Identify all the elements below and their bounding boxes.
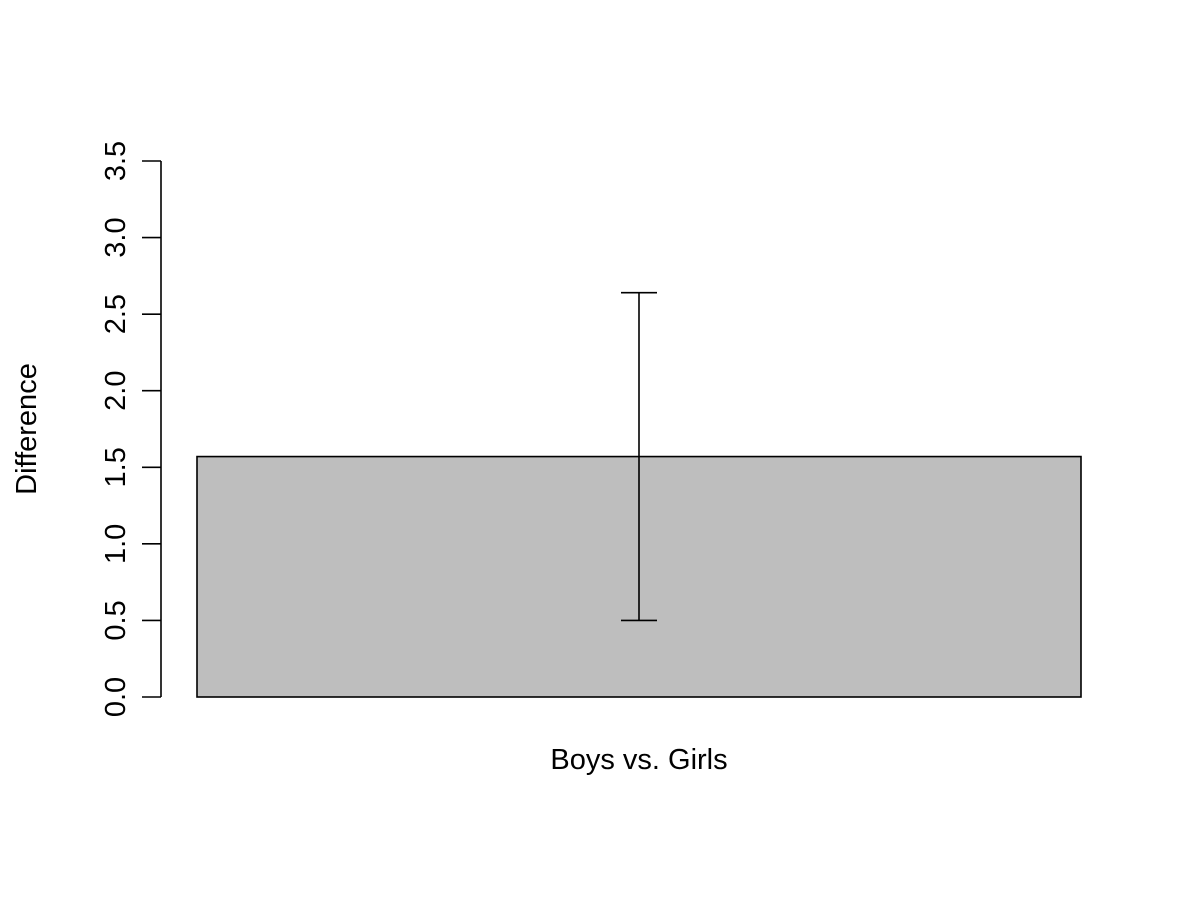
y-tick-label: 0.0 bbox=[100, 677, 132, 717]
x-axis-label: Boys vs. Girls bbox=[550, 744, 727, 776]
y-tick-label: 0.5 bbox=[100, 600, 132, 640]
y-tick-label: 2.5 bbox=[100, 294, 132, 334]
y-tick-label: 3.5 bbox=[100, 141, 132, 181]
y-axis: 0.0 0.5 1.0 1.5 2.0 2.5 3.0 3.5 bbox=[100, 141, 162, 717]
plot-area bbox=[196, 291, 1082, 698]
y-tick-label: 1.0 bbox=[100, 524, 132, 564]
y-tick-label: 2.0 bbox=[100, 371, 132, 411]
error-bar bbox=[621, 291, 657, 622]
y-tick-label: 1.5 bbox=[100, 447, 132, 487]
y-axis-label: Difference bbox=[11, 363, 43, 495]
y-tick-label: 3.0 bbox=[100, 217, 132, 257]
